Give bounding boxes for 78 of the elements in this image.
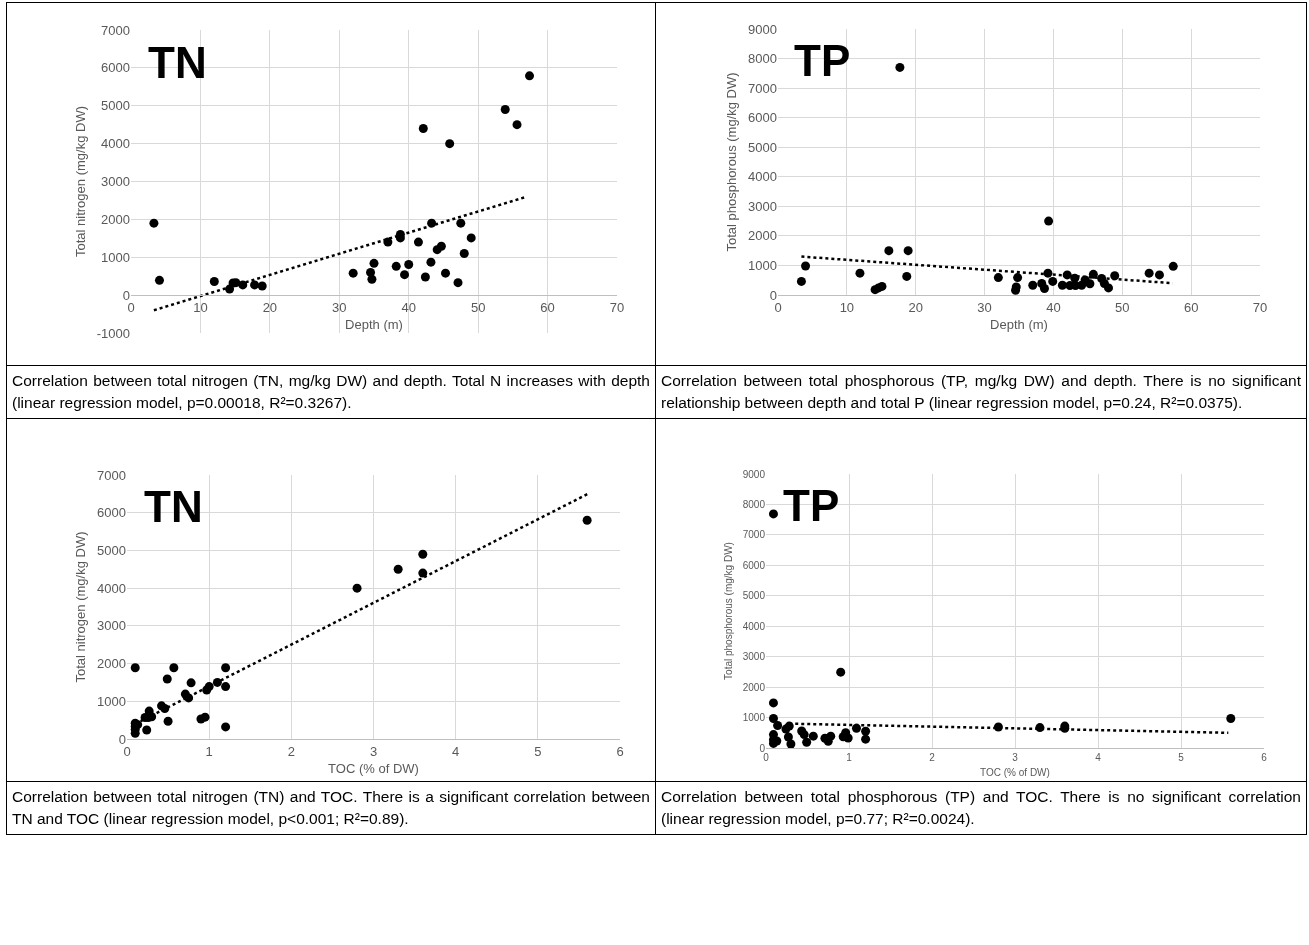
text: Correlation between total nitrogen (TN) and TOC. There is a significant correlation between TN and TOC (linear regression model, p<0.001; R²=0.89). <box>6 781 656 835</box>
x-tick-label: 50 <box>470 299 486 315</box>
text: Correlation between total phosphorous (TP, mg/kg DW) and depth. There is no significant relationship between depth and total P (linear regression model, p=0.24, R²=0.0375). <box>655 365 1307 419</box>
y-tick-label: 8000 <box>742 498 766 510</box>
y-tick-label: 3000 <box>742 651 766 663</box>
y-tick-label: 9000 <box>742 468 766 480</box>
annotation: TN <box>148 38 207 87</box>
x-tick-label: 4 <box>452 743 460 759</box>
x-tick-label: 30 <box>332 299 347 315</box>
x-tick-label: 10 <box>839 299 855 315</box>
y-tick-label: 2000 <box>97 656 126 672</box>
x-tick-label: 5 <box>534 743 542 759</box>
y-tick-label: 7000 <box>101 22 130 38</box>
x-tick-label: 50 <box>1115 299 1130 315</box>
y-tick-label: 6000 <box>748 110 777 126</box>
y-tick-label: 3000 <box>748 198 777 214</box>
y-tick-label: 2000 <box>742 681 766 693</box>
y-tick-label: -1000 <box>96 325 130 341</box>
y-tick-label: 1000 <box>101 249 130 265</box>
x-tick-label: 20 <box>262 299 278 315</box>
y-tick-label: 6000 <box>101 60 130 76</box>
y-tick-label: 3000 <box>101 174 130 190</box>
x-axis-title: TOC (% of DW) <box>980 766 1050 778</box>
text: Correlation between total nitrogen (TN, mg/kg DW) and depth. Total N increases with depth (linear regression model, p=0.00018, R²=0.3267). <box>6 365 656 419</box>
text: Correlation between total phosphorous (TP) and TOC. There is no significant correlation (linear regression model, p=0.77; R²=0.0024). <box>655 781 1307 835</box>
y-tick-label: 2000 <box>101 211 130 227</box>
x-tick-label: 30 <box>977 299 992 315</box>
y-axis-title: Total phosphorous (mg/kg DW) <box>724 72 740 252</box>
x-axis-title: TOC (% of DW) <box>328 761 419 777</box>
y-tick-label: 4000 <box>97 580 126 596</box>
x-tick-label: 1 <box>846 752 853 763</box>
x-tick-label: 10 <box>193 299 208 315</box>
y-axis-title: Total nitrogen (mg/kg DW) <box>72 106 88 257</box>
y-tick-label: 0 <box>118 731 126 747</box>
x-axis-title: Depth (m) <box>345 317 403 333</box>
y-tick-label: 8000 <box>748 51 777 67</box>
x-axis-title: Depth (m) <box>990 317 1048 333</box>
x-tick-label: 6 <box>1261 752 1268 763</box>
annotation: TP <box>794 36 851 85</box>
y-tick-label: 7000 <box>748 80 777 96</box>
y-tick-label: 5000 <box>101 98 130 114</box>
y-tick-label: 6000 <box>742 559 766 571</box>
x-tick-label: 4 <box>1095 752 1102 763</box>
x-tick-label: 3 <box>369 743 378 759</box>
y-tick-label: 5000 <box>97 542 126 558</box>
annotation: TP <box>783 481 840 530</box>
y-tick-label: 3000 <box>97 618 126 634</box>
x-tick-label: 3 <box>1012 752 1019 763</box>
y-tick-label: 9000 <box>748 21 777 37</box>
y-tick-label: 0 <box>769 287 777 303</box>
y-tick-label: 5000 <box>742 590 766 602</box>
x-tick-label: 2 <box>929 752 936 763</box>
x-tick-label: 40 <box>1046 299 1061 315</box>
y-tick-label: 4000 <box>742 620 766 632</box>
y-tick-label: 1000 <box>748 257 777 273</box>
x-tick-label: 1 <box>205 743 213 759</box>
y-tick-label: 0 <box>122 287 130 303</box>
x-tick-label: 60 <box>540 299 555 315</box>
x-tick-label: 40 <box>401 299 416 315</box>
y-tick-label: 5000 <box>748 139 777 155</box>
y-tick-label: 2000 <box>748 228 777 244</box>
y-tick-label: 6000 <box>97 505 126 521</box>
y-tick-label: 4000 <box>748 169 777 185</box>
x-tick-label: 60 <box>1183 299 1199 315</box>
y-tick-label: 7000 <box>97 467 126 483</box>
y-tick-label: 7000 <box>742 529 766 541</box>
x-tick-label: 20 <box>908 299 923 315</box>
y-tick-label: 1000 <box>742 712 766 724</box>
y-axis-title: Total nitrogen (mg/kg DW) <box>73 531 89 683</box>
x-tick-label: 70 <box>609 299 625 315</box>
annotation: TN <box>144 482 203 531</box>
x-tick-label: 2 <box>287 743 295 759</box>
x-tick-label: 70 <box>1252 299 1268 315</box>
x-tick-label: 5 <box>1178 752 1185 763</box>
y-tick-label: 4000 <box>101 136 130 152</box>
y-tick-label: 1000 <box>97 693 126 709</box>
y-axis-title: Total phosphorous (mg/kg DW) <box>722 542 734 680</box>
x-tick-label: 6 <box>616 743 624 759</box>
